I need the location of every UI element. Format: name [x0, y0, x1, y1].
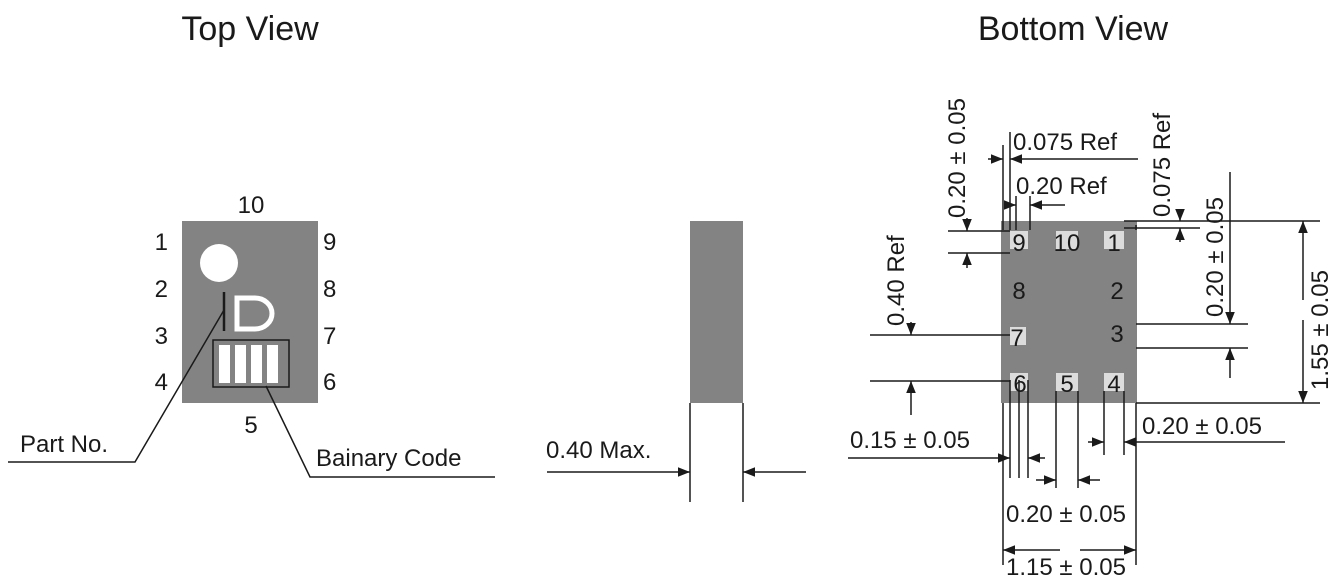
bottom-view-title: Bottom View [978, 10, 1169, 48]
pad-9 [1010, 231, 1028, 249]
top-view-body [182, 221, 318, 403]
dim-ref-0075-horizontal: 0.075 Ref [1013, 129, 1117, 156]
top-pin-4: 4 [155, 369, 168, 396]
binary-bar [251, 345, 262, 383]
bottom-pin-3: 3 [1110, 321, 1123, 348]
bottom-view-body [1001, 221, 1137, 403]
top-pin-1: 1 [155, 229, 168, 256]
top-pin-3: 3 [155, 323, 168, 350]
pad-4 [1104, 373, 1124, 391]
bottom-pin-9: 9 [1012, 230, 1025, 257]
bottom-pin-1: 1 [1107, 230, 1120, 257]
bottom-pin-7: 7 [1010, 325, 1023, 352]
bottom-pads [1010, 231, 1124, 391]
bottom-view: 9 10 1 8 2 7 3 6 5 4 [848, 98, 1334, 577]
dim-ref-0075-vertical: 0.075 Ref [1149, 113, 1176, 217]
side-view-body [690, 221, 743, 403]
bottom-pin-4: 4 [1107, 371, 1120, 398]
marking-letter-d [234, 295, 275, 332]
top-pin-8: 8 [323, 276, 336, 303]
dim-width-total: 1.15 ± 0.05 [1006, 554, 1126, 577]
pad-7 [1010, 327, 1026, 345]
binary-code-leader [265, 385, 495, 478]
dim-height-total: 1.55 ± 0.05 [1307, 270, 1334, 390]
top-view: D 10 1 2 3 4 9 8 7 6 5 Part No. Bainary … [8, 192, 495, 478]
dim-pad-015: 0.15 ± 0.05 [850, 427, 970, 454]
bottom-pin-5: 5 [1060, 371, 1073, 398]
dim-ref-020: 0.20 Ref [1016, 173, 1107, 200]
bottom-pin-10: 10 [1054, 230, 1081, 257]
top-pin-7: 7 [323, 323, 336, 350]
binary-bar [235, 345, 246, 383]
top-pin-5: 5 [244, 412, 257, 439]
part-no-label: Part No. [20, 431, 108, 458]
bottom-pin-6: 6 [1013, 371, 1026, 398]
top-pin-6: 6 [323, 369, 336, 396]
dimension-lines [848, 132, 1320, 565]
binary-bar [219, 345, 230, 383]
dim-pad-width-right: 0.20 ± 0.05 [1202, 197, 1229, 317]
dim-pad-height-top: 0.20 ± 0.05 [944, 98, 971, 218]
pad-1 [1104, 231, 1124, 249]
top-pin-2: 2 [155, 276, 168, 303]
bottom-pin-2: 2 [1110, 278, 1123, 305]
pad-10 [1056, 231, 1078, 249]
binary-bar [267, 345, 278, 383]
part-no-leader [8, 309, 225, 463]
binary-code-label: Bainary Code [316, 445, 461, 472]
top-view-title: Top View [181, 10, 319, 48]
binary-code-bars [219, 345, 278, 383]
pad-5 [1056, 373, 1078, 391]
side-view: 0.40 Max. [546, 221, 806, 502]
bottom-pin-8: 8 [1012, 278, 1025, 305]
binary-code-box [212, 339, 290, 388]
top-pin-9: 9 [323, 229, 336, 256]
pin1-marker-dot [200, 244, 238, 282]
top-pin-10: 10 [238, 192, 265, 219]
dim-ref-040: 0.40 Ref [883, 235, 910, 326]
dim-pitch-020: 0.20 ± 0.05 [1006, 501, 1126, 528]
side-thickness-label: 0.40 Max. [546, 437, 651, 464]
dim-pad-020-bottom-right: 0.20 ± 0.05 [1142, 413, 1262, 440]
